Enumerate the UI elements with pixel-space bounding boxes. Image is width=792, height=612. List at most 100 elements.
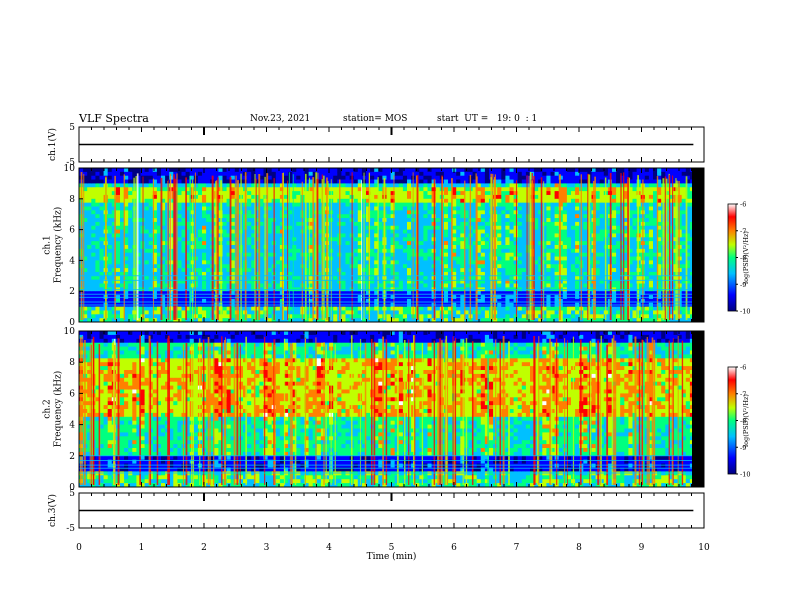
spectrogram-1-cell [230, 179, 236, 184]
spectrogram-1-cell [456, 210, 461, 215]
spectrogram-1-cell [177, 191, 182, 196]
spectrogram-1-cell [316, 214, 322, 219]
spectrogram-1-cell [292, 171, 297, 177]
spectrogram-1-cell [472, 214, 478, 219]
spectrogram-1-cell [193, 306, 199, 311]
spectrogram-1-cell [575, 271, 580, 277]
spectrogram-1-cell [333, 210, 338, 215]
spectrogram-1-cell [419, 241, 424, 246]
spectrogram-1-cell [390, 221, 396, 227]
spectrogram-1-cell [304, 245, 310, 250]
spectrogram-1-cell [431, 168, 437, 173]
spectrogram-1-cell [169, 179, 174, 184]
spectrogram-1-cell [566, 256, 572, 261]
spectrogram-1-cell [562, 260, 568, 265]
spectrogram-1-cell [480, 310, 486, 315]
spectrogram-1-cell [546, 225, 551, 231]
spectrogram-1-cell [452, 175, 457, 181]
spectrogram-1-cell [407, 202, 412, 207]
spectrogram-1-cell [87, 248, 92, 254]
spectrogram-1-cell [193, 298, 199, 304]
spectrogram-1-cell [538, 175, 543, 181]
spectrogram-1-cell [148, 225, 154, 231]
spectrogram-1-cell [390, 252, 396, 258]
spectrogram-1-cell [267, 229, 273, 234]
spectrogram-1-cell [148, 206, 154, 211]
spectrogram-1-cell [320, 168, 326, 173]
spectrogram-1-cell [181, 229, 187, 234]
spectrogram-1-cell [341, 310, 346, 315]
spectrogram-1-cell [83, 202, 88, 207]
spectrogram-1-cell [189, 264, 195, 269]
spectrogram-1-cell [99, 248, 105, 254]
spectrogram-1-cell [115, 218, 121, 223]
spectrogram-1-cell [521, 245, 527, 250]
spectrogram-1-cell [177, 245, 182, 250]
spectrogram-1-cell [308, 279, 314, 284]
spectrogram-1-cell [497, 245, 502, 250]
spectrogram-1-cell [452, 306, 457, 311]
spectrogram-1-cell [341, 214, 346, 219]
spectrogram-1-cell [505, 171, 510, 177]
spectrogram-1-cell [554, 298, 560, 304]
spectrogram-1-cell [398, 306, 404, 311]
spectrogram-1-cell [341, 248, 346, 254]
spectrogram-1-cell [562, 268, 568, 273]
spectrogram-1-cell [115, 271, 121, 277]
spectrogram-1-cell [575, 283, 580, 288]
spectrogram-1-cell [288, 245, 293, 250]
spectrogram-1-cell [341, 268, 346, 273]
spectrogram-1-cell [202, 210, 207, 215]
spectrogram-1-cell [345, 314, 351, 319]
spectrogram-1-cell [423, 187, 428, 192]
spectrogram-1-cell [566, 318, 572, 323]
spectrogram-1-cell [513, 237, 519, 242]
spectrogram-1-cell [95, 229, 100, 234]
spectrogram-1-cell [247, 187, 252, 192]
spectrogram-1-cell [152, 260, 158, 265]
spectrogram-1-cell [575, 179, 580, 184]
spectrogram-1-cell [292, 233, 297, 238]
spectrogram-1-cell [284, 248, 289, 254]
spectrogram-1-cell [333, 206, 338, 211]
spectrogram-1-cell [111, 260, 117, 265]
spectrogram-1-cell [325, 318, 330, 323]
spectrogram-1-cell [480, 314, 486, 319]
spectrogram-1-cell [452, 314, 457, 319]
spectrogram-1-cell [538, 252, 543, 258]
spectrogram-1-cell [144, 218, 150, 223]
spectrogram-1-cell [538, 194, 543, 200]
spectrogram-1-cell [226, 260, 232, 265]
spectrogram-1-cell [366, 210, 371, 215]
spectrogram-1-cell [456, 175, 461, 181]
spectrogram-1-cell [284, 202, 289, 207]
spectrogram-1-cell [341, 241, 346, 246]
spectrogram-1-cell [91, 306, 96, 311]
spectrogram-1-cell [87, 241, 92, 246]
spectrogram-1-cell [156, 214, 162, 219]
spectrogram-1-cell [493, 318, 498, 323]
spectrogram-1-cell [177, 221, 182, 227]
spectrogram-1-cell [370, 237, 375, 242]
spectrogram-1-cell [136, 171, 141, 177]
spectrogram-1-cell [263, 298, 269, 304]
spectrogram-1-cell [255, 225, 260, 231]
spectrogram-1-cell [558, 210, 564, 215]
spectrogram-1-cell [374, 264, 379, 269]
spectrogram-1-cell [546, 264, 551, 269]
spectrogram-1-cell [542, 298, 547, 304]
spectrogram-1-cell [497, 229, 502, 234]
spectrogram-1-cell [156, 264, 162, 269]
spectrogram-1-cell [517, 221, 523, 227]
spectrogram-1-cell [407, 298, 412, 304]
spectrogram-1-cell [402, 291, 408, 296]
spectrogram-1-cell [435, 225, 441, 231]
spectrogram-1-cell [571, 248, 576, 254]
spectrogram-1-cell [181, 268, 187, 273]
spectrogram-1-cell [566, 206, 572, 211]
spectrogram-1-cell [230, 264, 236, 269]
spectrogram-1-cell [366, 298, 371, 304]
spectrogram-1-cell [566, 225, 572, 231]
spectrogram-1-cell [443, 183, 449, 188]
spectrogram-1-cell [366, 252, 371, 258]
